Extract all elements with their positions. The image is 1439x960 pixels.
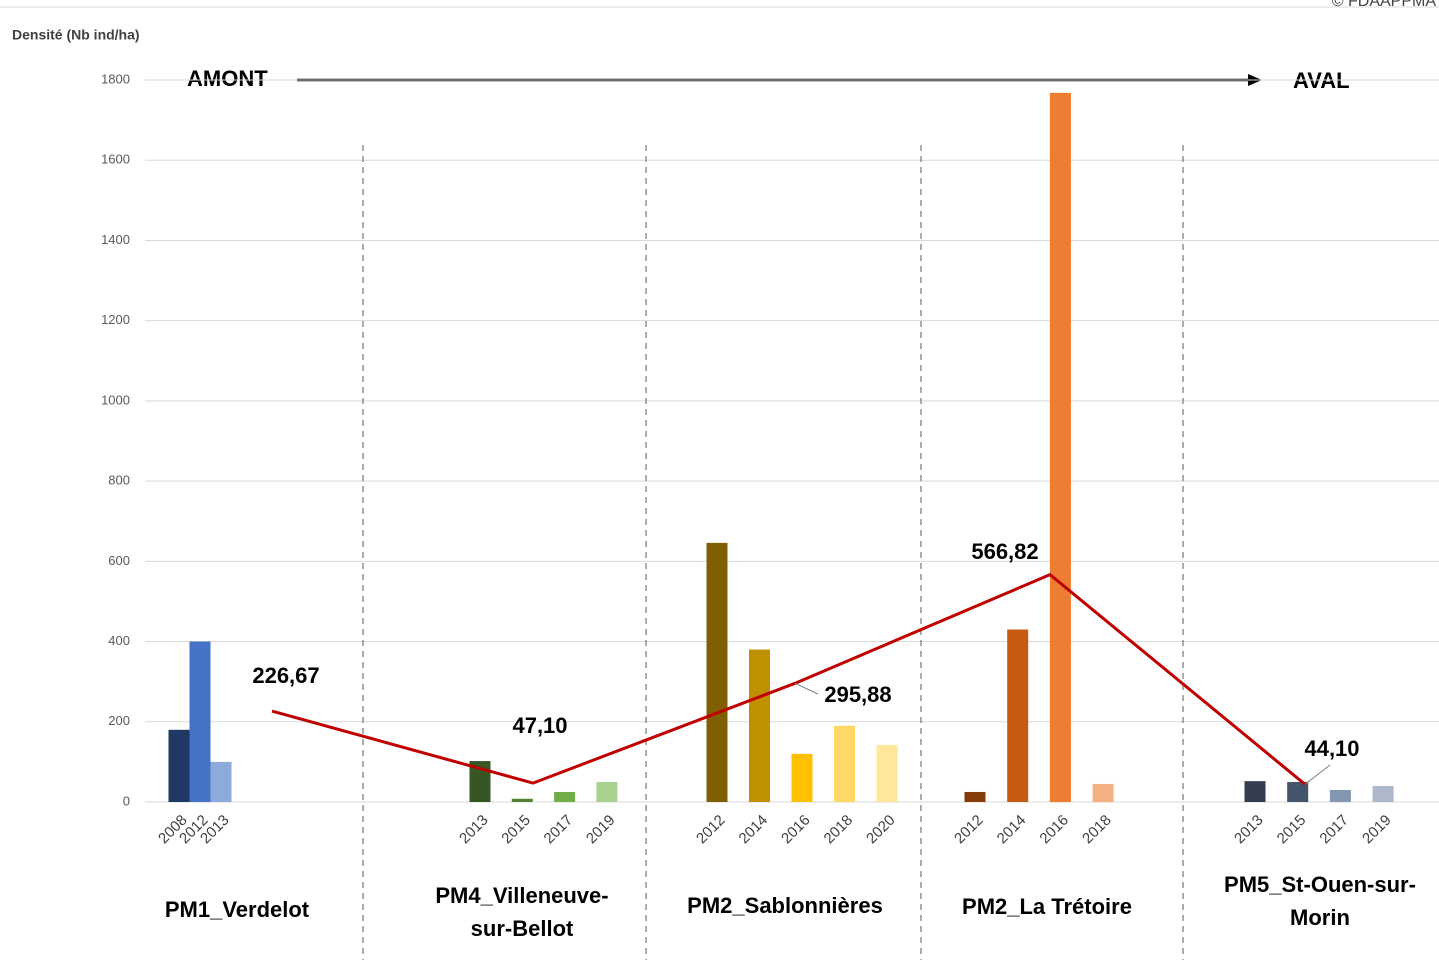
bar [1287,781,1309,802]
group-label: sur-Bellot [471,916,574,941]
y-tick-label: 1200 [101,312,130,327]
leader-line [1304,764,1331,785]
y-tick-label: 0 [123,793,130,808]
bar [511,798,533,802]
bar [749,649,770,802]
bar [1092,783,1114,802]
grid [145,79,1439,723]
bar [1372,785,1394,802]
y-tick-label: 1600 [101,152,130,167]
value-label: 566,82 [971,539,1038,564]
bar [189,641,211,802]
value-label: 47,10 [512,713,567,738]
value-label: 295,88 [824,682,891,707]
y-tick-label: 1400 [101,232,130,247]
bar [596,781,618,802]
y-axis-label: Densité (Nb ind/ha) [12,27,140,43]
bar [210,761,232,802]
group-label: PM2_La Trétoire [962,894,1132,919]
bar [834,725,855,802]
group-label: PM2_Sablonnières [687,893,883,918]
credit: © FDAAPPMA [1332,0,1437,10]
bar [1244,781,1266,802]
group-label: Morin [1290,905,1350,930]
y-tick-label: 600 [108,553,130,568]
y-tick-label: 1000 [101,392,130,407]
leader-line [794,682,819,695]
y-tick-label: 400 [108,633,130,648]
group-label: PM4_Villeneuve- [435,883,608,908]
bar [168,729,190,802]
bar [791,753,813,802]
group-label: PM5_St-Ouen-sur- [1224,872,1416,897]
bar [554,791,576,802]
group-label: PM1_Verdelot [165,897,310,922]
bar [1007,629,1029,802]
bar [1049,92,1071,802]
y-tick-label: 200 [108,713,130,728]
bar [1329,789,1351,802]
value-label: 44,10 [1304,736,1359,761]
y-tick-label: 1800 [101,71,130,86]
bar [706,542,728,802]
y-tick-label: 800 [108,473,130,488]
upstream-label: AMONT [187,66,268,91]
bar [876,745,898,802]
bar [964,791,986,802]
mean-line [271,572,1306,786]
value-label: 226,67 [252,663,319,688]
